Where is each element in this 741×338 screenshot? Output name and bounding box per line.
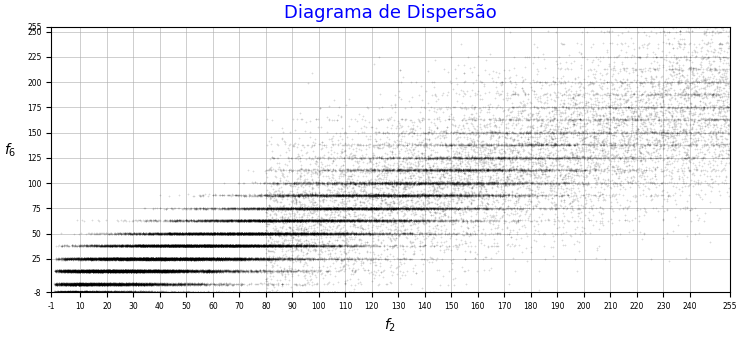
Title: Diagrama de Dispersão: Diagrama de Dispersão: [284, 4, 496, 22]
Y-axis label: $f_6$: $f_6$: [4, 142, 16, 159]
X-axis label: $f_2$: $f_2$: [385, 316, 396, 334]
